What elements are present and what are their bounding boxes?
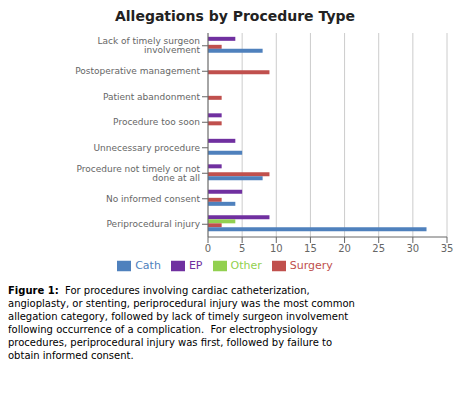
svg-text:Unnecessary procedure: Unnecessary procedure [94, 143, 201, 153]
html-text:Cath: Cath [135, 259, 161, 272]
svg-text:30: 30 [406, 243, 419, 254]
svg-text:10: 10 [270, 243, 283, 254]
svg-text:Patient abandonment: Patient abandonment [103, 92, 201, 102]
svg-text:5: 5 [239, 243, 245, 254]
html-text:Surgery: Surgery [289, 259, 333, 272]
html-text:EP: EP [188, 259, 203, 272]
svg-text:25: 25 [372, 243, 385, 254]
svg-text:Procedure not timely or notdon: Procedure not timely or notdone at all [76, 164, 200, 183]
html-text:Allegations by Procedure Type: Allegations by Procedure Type [115, 8, 355, 24]
svg-text:Lack of timely surgeoninvolvem: Lack of timely surgeoninvolvement [97, 36, 200, 55]
html-text:Figure 1: For procedures invol: Figure 1: For procedures involving cardi… [8, 285, 355, 361]
svg-text:20: 20 [338, 243, 351, 254]
svg-text:Postoperative management: Postoperative management [75, 66, 200, 76]
svg-text:Procedure too soon: Procedure too soon [113, 117, 200, 127]
svg-text:35: 35 [441, 243, 454, 254]
svg-text:15: 15 [304, 243, 317, 254]
svg-text:No informed consent: No informed consent [106, 194, 200, 204]
svg-text:Periprocedural injury: Periprocedural injury [107, 219, 201, 229]
html-text:Other: Other [230, 259, 262, 272]
svg-text:0: 0 [205, 243, 211, 254]
